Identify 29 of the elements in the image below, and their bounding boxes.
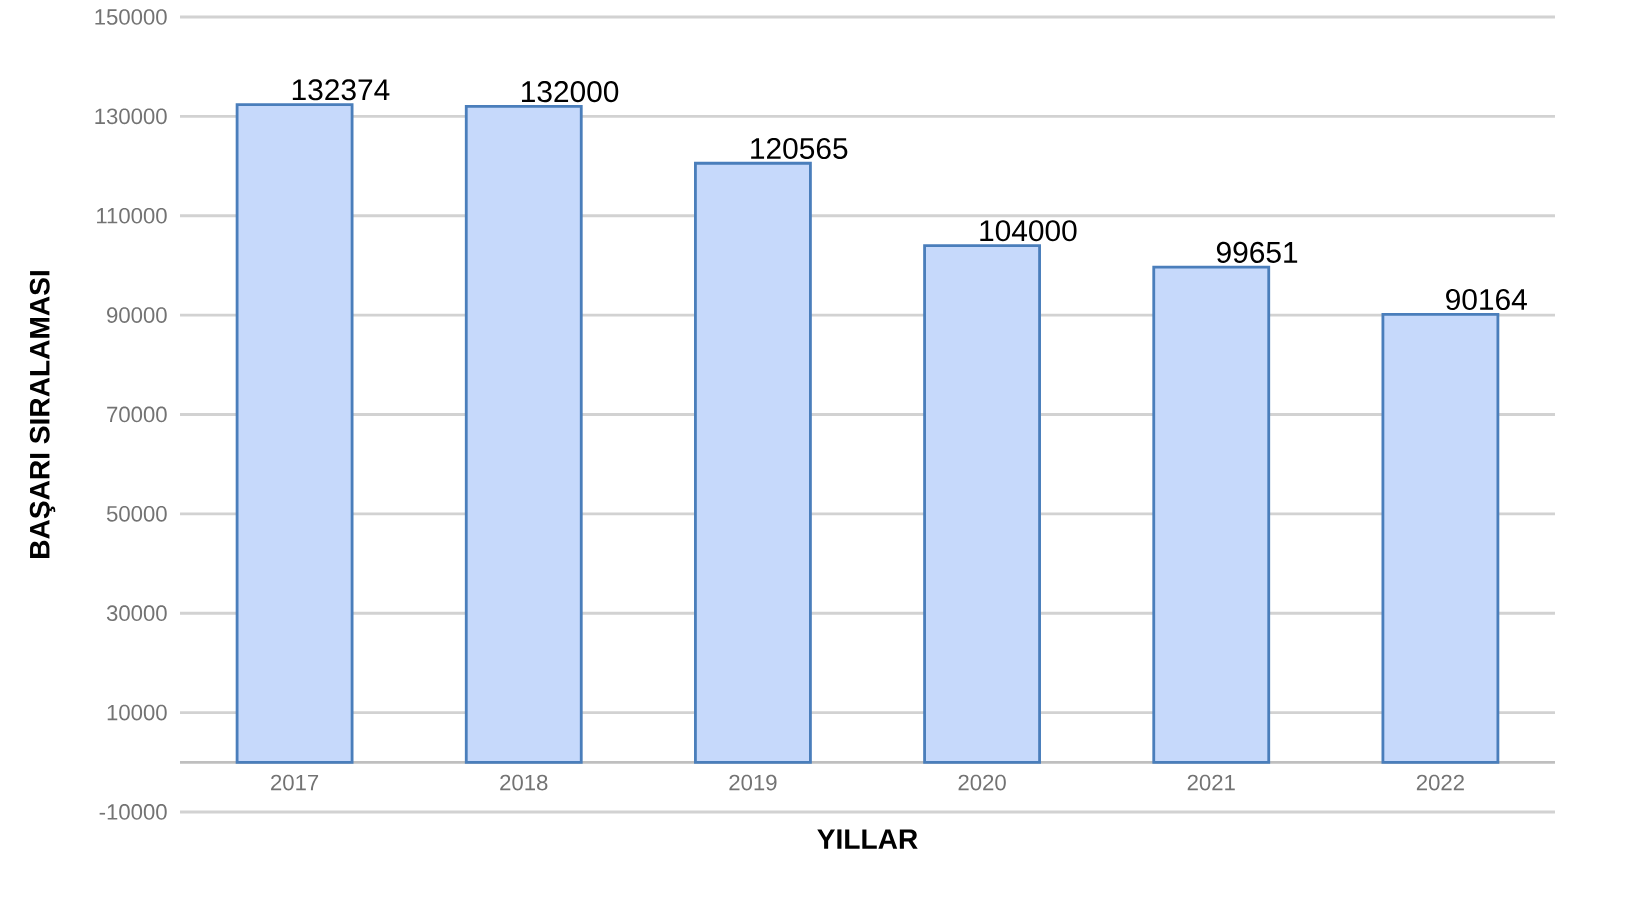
bar [694, 161, 812, 764]
x-tick-label: 2018 [500, 774, 548, 791]
y-tick-label: -10000 [99, 804, 167, 820]
bar [1152, 265, 1271, 764]
x-tick-label: 2017 [271, 774, 319, 791]
y-tick-label: 30000 [106, 605, 167, 622]
data-label: 104000 [980, 220, 1077, 242]
data-label: 132000 [522, 81, 619, 103]
bar [464, 105, 583, 764]
y-tick-label: 110000 [97, 207, 167, 224]
data-label: 132374 [292, 79, 390, 101]
data-label: 90164 [1446, 288, 1527, 311]
x-axis-title: YILLAR [817, 829, 918, 849]
y-tick-label: 50000 [106, 506, 167, 522]
data-label: 120565 [751, 137, 848, 160]
bar [923, 244, 1041, 764]
x-tick-label: 2020 [958, 774, 1006, 791]
y-tick-label: 10000 [107, 704, 167, 721]
x-tick-label: 2019 [729, 774, 777, 791]
x-tick-label: 2021 [1187, 774, 1235, 791]
bar [1381, 312, 1500, 764]
y-tick-label: 150000 [95, 9, 167, 25]
data-label: 99651 [1216, 241, 1298, 263]
y-axis-title: BAŞARI SIRALAMASI [29, 271, 56, 558]
y-tick-label: 130000 [95, 108, 167, 125]
y-tick-label: 70000 [107, 406, 167, 423]
bar [235, 103, 354, 764]
y-tick-label: 90000 [107, 307, 167, 323]
x-tick-label: 2022 [1416, 774, 1464, 791]
